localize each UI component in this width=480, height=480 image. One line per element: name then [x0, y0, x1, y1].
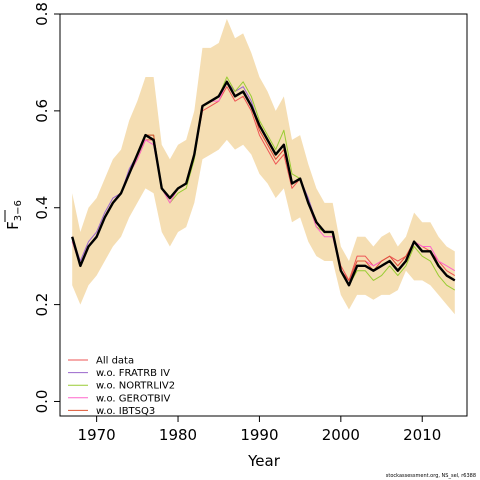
- x-tick-label: 1990: [240, 426, 278, 444]
- series-line-5: [71, 80, 456, 287]
- x-axis-title: Year: [247, 452, 281, 470]
- y-axis-title-subscript: 3−6: [13, 200, 24, 221]
- y-tick-label: 0.4: [33, 196, 51, 220]
- y-tick-label: 0.0: [33, 390, 51, 414]
- x-tick-label: 1970: [78, 426, 116, 444]
- y-tick-label: 0.6: [33, 99, 51, 123]
- credit-text: stockassessment.org, NS_sel, r6388: [386, 473, 476, 479]
- confidence-band-layer: [72, 18, 455, 315]
- x-axis: 1970 1980 1990 2000 2010: [78, 416, 441, 444]
- y-axis-title-main: F: [4, 221, 22, 230]
- x-tick-label: 2000: [322, 426, 360, 444]
- x-tick-label: 2010: [403, 426, 441, 444]
- legend-label: w.o. NORTRLIV2: [96, 381, 175, 392]
- y-axis-title: F3−6: [4, 200, 24, 230]
- legend-label: w.o. GEROTBIV: [96, 393, 171, 404]
- series-layer: [71, 76, 456, 291]
- x-tick-label: 1980: [159, 426, 197, 444]
- legend-label: w.o. FRATRB IV: [96, 368, 170, 379]
- legend-label: w.o. IBTSQ3: [96, 406, 155, 417]
- y-axis: 0.0 0.2 0.4 0.6 0.8: [33, 2, 60, 413]
- y-tick-label: 0.2: [33, 293, 51, 317]
- confidence-band: [72, 18, 455, 315]
- svg-text:F3−6: F3−6: [4, 200, 24, 230]
- plot-frame: [59, 13, 468, 417]
- y-tick-label: 0.8: [33, 2, 51, 26]
- legend-label: All data: [96, 356, 134, 367]
